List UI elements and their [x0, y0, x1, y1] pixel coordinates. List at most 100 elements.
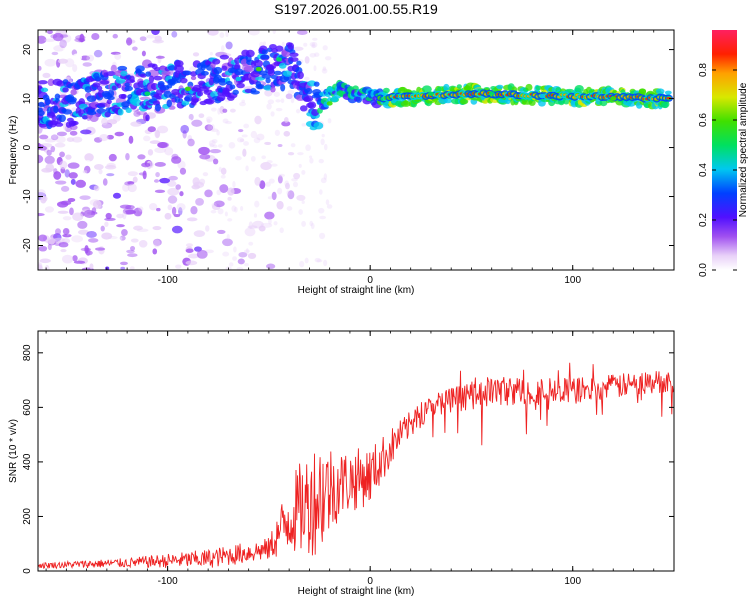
spectrogram-cell — [297, 71, 304, 80]
spectrogram-cell — [167, 204, 173, 211]
spectrogram-cell — [247, 225, 258, 229]
spectrogram-cell — [257, 144, 269, 149]
spectrogram-cell — [326, 101, 333, 106]
spectrogram-cell — [187, 138, 195, 147]
spectrogram-cell — [280, 98, 285, 104]
spectrogram-cell — [212, 144, 218, 149]
spectrogram-cell — [298, 209, 303, 215]
spectrogram-cell — [73, 260, 86, 264]
spectrogram-cell — [62, 45, 73, 53]
spectrogram-cell — [284, 180, 290, 188]
spectrogram-cell — [59, 160, 68, 170]
spectrogram-cell — [297, 152, 304, 156]
spectrogram-cell — [227, 218, 233, 222]
spectrogram-cell — [232, 181, 236, 188]
spectrogram-cell — [49, 43, 56, 48]
spectrogram-cell — [127, 183, 137, 193]
spectrogram-cell — [267, 99, 275, 105]
spectrogram-cell — [318, 158, 324, 164]
spectrogram-cell — [180, 77, 188, 84]
snr-frame — [37, 330, 675, 572]
spectrogram-cell — [304, 88, 313, 95]
spectrogram-cell — [280, 84, 286, 92]
spectrogram-cell — [56, 131, 67, 137]
spectrogram-cell — [295, 108, 301, 114]
spectrogram-cell — [320, 138, 325, 146]
spectrogram-cell — [94, 247, 106, 251]
spectrogram-cell — [104, 221, 109, 227]
spectrogram-cell — [176, 203, 186, 211]
spectrogram-cell — [259, 180, 266, 190]
spectrogram-cell — [206, 116, 213, 123]
spectrogram-cell — [314, 52, 320, 57]
spectrogram-cell — [255, 83, 265, 90]
spectrogram-cell — [174, 60, 184, 68]
spectrogram-cell — [256, 133, 265, 141]
spectrogram-cell — [220, 45, 225, 52]
snr-ytick-label: 600 — [22, 399, 33, 416]
spectrogram-cell — [181, 100, 190, 106]
spectrogram-cell — [44, 265, 50, 270]
spectrogram-xtick-label: 0 — [367, 275, 373, 286]
colorbar-tick-label: 0.2 — [698, 213, 709, 227]
snr-xtick-label: -100 — [158, 576, 178, 587]
spectrogram-cell — [154, 35, 162, 42]
spectrogram-cell — [46, 188, 55, 196]
spectrogram-cell — [209, 91, 220, 98]
spectrogram-cell — [254, 115, 262, 125]
spectrogram-cell — [78, 38, 85, 42]
spectrogram-cell — [38, 110, 45, 117]
spectrogram-cell — [311, 44, 316, 49]
spectrogram-cell — [106, 99, 112, 105]
snr-ylabel: SNR (10 * v/v) — [8, 419, 19, 483]
spectrogram-cell — [664, 90, 672, 95]
spectrogram-cell — [45, 97, 51, 106]
spectrogram-cell — [264, 141, 272, 146]
spectrogram-cell — [128, 135, 134, 144]
spectrogram-cell — [292, 46, 304, 51]
spectrogram-cell — [133, 110, 141, 117]
spectrogram-cell — [116, 82, 122, 89]
spectrogram-cell — [227, 187, 235, 196]
spectrogram-cell — [275, 99, 281, 103]
spectrogram-cell — [183, 118, 192, 123]
spectrogram-cell — [75, 34, 86, 41]
spectrogram-cell — [199, 153, 211, 160]
spectrogram-cell — [272, 30, 277, 34]
spectrogram-cell — [138, 239, 148, 248]
spectrogram-cell — [278, 62, 287, 69]
spectrogram-cell — [102, 178, 108, 186]
colorbar-tick-label: 0.4 — [698, 163, 709, 177]
spectrogram-cell — [187, 134, 193, 142]
spectrogram-cell — [237, 137, 244, 143]
spectrogram-cell — [254, 200, 260, 208]
spectrogram-cell — [212, 58, 221, 65]
spectrogram-cell — [178, 207, 183, 216]
spectrogram-cell — [208, 140, 216, 147]
spectrogram-cell — [239, 138, 245, 143]
spectrogram-cell — [122, 183, 130, 192]
spectrogram-cell — [110, 235, 123, 242]
spectrogram-cell — [232, 256, 238, 261]
spectrogram-cell — [55, 228, 61, 236]
spectrogram-cell — [222, 118, 229, 124]
spectrogram-cell — [167, 180, 177, 187]
spectrogram-cell — [307, 101, 317, 109]
spectrogram-cell — [443, 83, 450, 91]
spectrogram-cell — [234, 206, 238, 213]
spectrogram-cell — [71, 235, 83, 243]
spectrogram-cell — [110, 51, 121, 55]
spectrogram-cell — [112, 33, 118, 39]
spectrogram-cell — [241, 134, 248, 138]
spectrogram-cell — [53, 168, 58, 175]
spectrogram-cell — [275, 107, 283, 112]
spectrogram-cell — [281, 41, 285, 48]
spectrogram-cell — [116, 224, 125, 228]
spectrogram-cell — [39, 258, 51, 264]
spectrogram-cell — [126, 37, 133, 46]
spectrogram-cell — [240, 206, 244, 211]
spectrogram-cell — [574, 85, 584, 93]
spectrogram-cell — [125, 205, 135, 210]
spectrogram-cell — [323, 173, 328, 180]
spectrogram-cell — [149, 161, 154, 169]
